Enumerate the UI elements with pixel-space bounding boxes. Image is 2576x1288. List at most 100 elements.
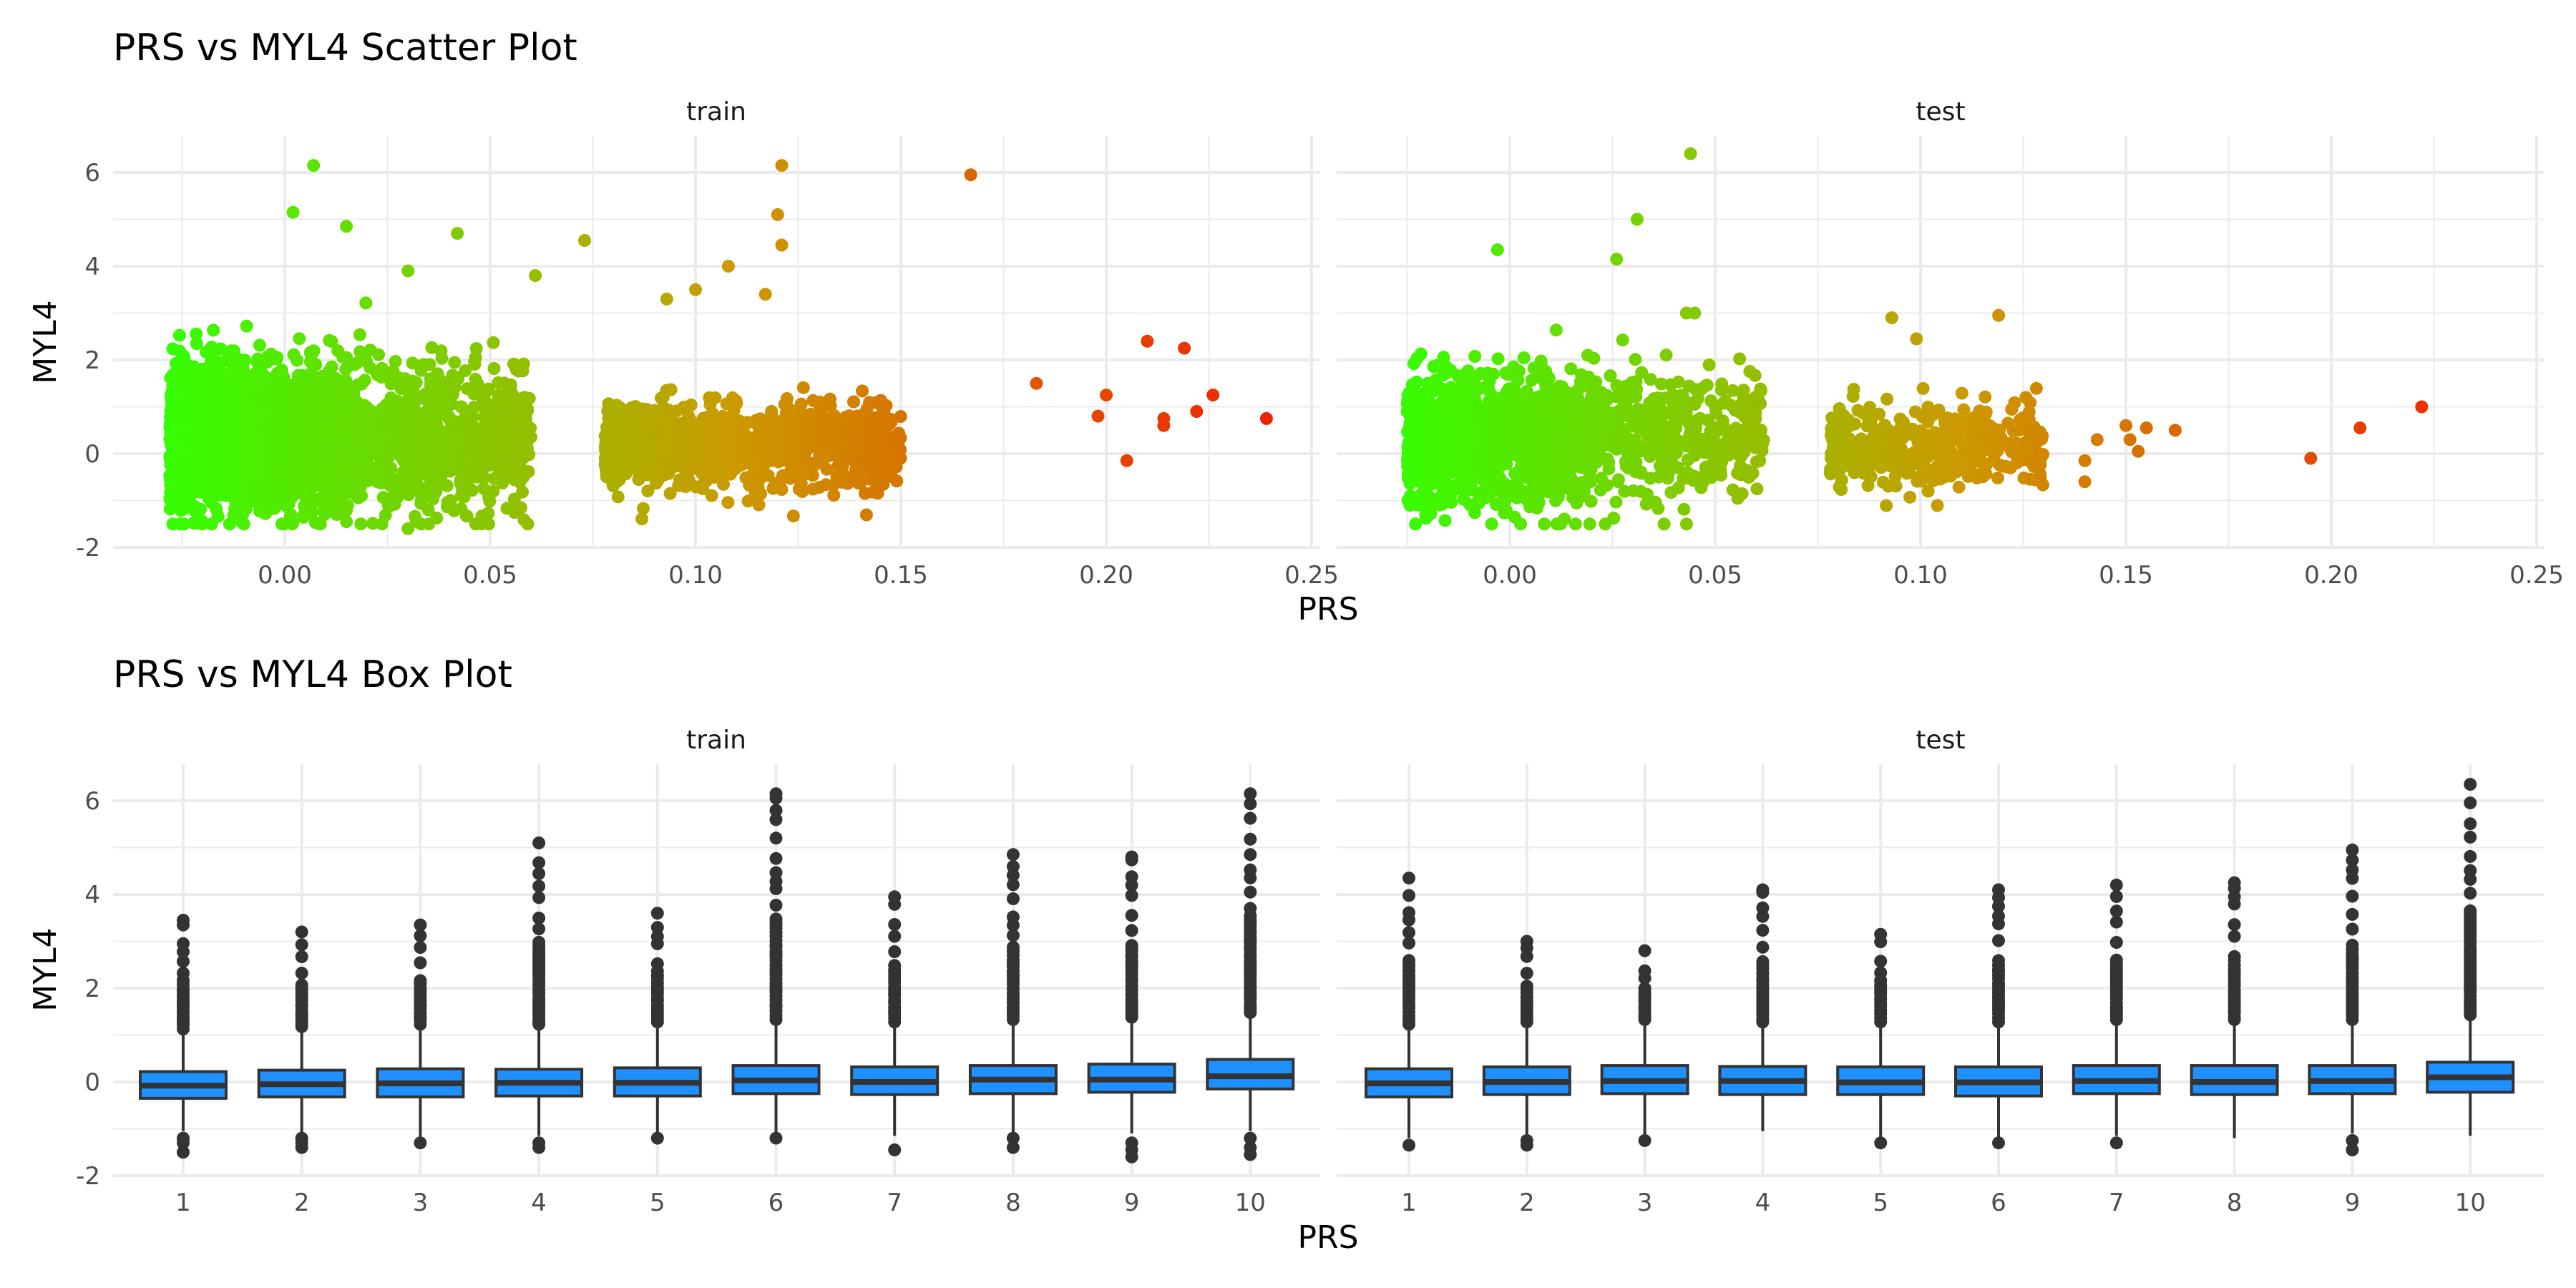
scatter-point xyxy=(482,382,495,396)
scatter-point xyxy=(217,431,230,444)
scatter-point xyxy=(299,422,312,436)
scatter-point xyxy=(468,385,482,399)
scatter-point xyxy=(193,485,207,499)
scatter-point xyxy=(865,421,879,435)
scatter-point xyxy=(847,395,860,409)
scatter-point xyxy=(1549,323,1563,337)
scatter-point xyxy=(409,515,423,528)
scatter-point xyxy=(336,406,350,419)
scatter-point xyxy=(840,422,854,436)
scatter-point xyxy=(648,404,661,417)
scatter-point xyxy=(384,461,397,474)
scatter-point xyxy=(1141,334,1154,348)
scatter-point xyxy=(810,454,824,468)
scatter-point xyxy=(210,396,223,409)
scatter-point xyxy=(786,509,800,523)
scatter-point xyxy=(1583,517,1596,531)
scatter-point xyxy=(524,421,537,435)
scatter-point xyxy=(728,462,742,476)
scatter-point xyxy=(406,356,419,370)
scatter-point xyxy=(1750,482,1764,496)
scatter-point xyxy=(824,399,837,413)
scatter-point xyxy=(692,439,706,453)
scatter-point xyxy=(663,487,677,500)
scatter-point xyxy=(514,501,527,514)
scatter-points xyxy=(1400,147,2429,531)
scatter-point xyxy=(1206,389,1220,402)
scatter-point xyxy=(477,482,490,495)
scatter-point xyxy=(522,465,535,479)
scatter-point xyxy=(843,449,857,463)
scatter-point xyxy=(170,458,183,472)
scatter-point xyxy=(434,407,448,421)
scatter-point xyxy=(313,416,326,429)
scatter-point xyxy=(300,410,313,424)
box-strip-test: test xyxy=(1916,726,1965,755)
scatter-point xyxy=(753,441,766,454)
scatter-point xyxy=(752,498,766,512)
scatter-point xyxy=(794,397,808,411)
scatter-point xyxy=(643,459,657,473)
scatter-point xyxy=(300,494,313,507)
scatter-point xyxy=(745,458,758,472)
scatter-points xyxy=(163,159,1273,535)
scatter-point xyxy=(705,489,718,502)
scatter-point xyxy=(313,492,326,506)
scatter-point xyxy=(776,444,789,458)
scatter-point xyxy=(877,416,891,430)
scatter-point xyxy=(1704,394,1718,408)
scatter-point xyxy=(657,437,670,450)
scatter-point xyxy=(507,389,520,402)
scatter-point xyxy=(431,445,444,459)
scatter-point xyxy=(340,504,353,517)
scatter-point xyxy=(375,361,389,375)
scatter-point xyxy=(866,485,879,499)
scatter-point xyxy=(742,471,756,484)
scatter-point xyxy=(819,478,833,492)
scatter-point xyxy=(293,464,307,477)
scatter-point xyxy=(303,483,316,497)
scatter-point xyxy=(208,465,221,479)
scatter-point xyxy=(703,391,716,404)
scatter-point xyxy=(356,410,370,424)
scatter-point xyxy=(1570,496,1584,509)
scatter-point xyxy=(1702,358,1716,371)
scatter-point xyxy=(669,436,683,449)
scatter-point xyxy=(1120,454,1133,467)
scatter-point xyxy=(683,463,697,477)
scatter-point xyxy=(377,431,390,444)
scatter-point xyxy=(248,431,261,444)
scatter-point xyxy=(401,264,415,278)
scatter-point xyxy=(1733,352,1747,366)
scatter-point xyxy=(318,507,331,521)
scatter-point xyxy=(516,485,530,499)
box-title: PRS vs MYL4 Box Plot xyxy=(113,653,512,696)
scatter-point xyxy=(372,348,386,361)
box-x-axis-title: PRS xyxy=(1297,1219,1358,1256)
scatter-point xyxy=(677,401,691,414)
scatter-point xyxy=(738,432,751,446)
scatter-point xyxy=(309,358,323,371)
scatter-point xyxy=(529,269,542,283)
x-tick-label: 0.10 xyxy=(668,561,723,590)
scatter-point xyxy=(417,358,430,371)
scatter-point xyxy=(205,496,218,509)
scatter-point xyxy=(253,504,267,518)
scatter-point xyxy=(166,517,180,531)
scatter-point xyxy=(258,408,272,421)
scatter-point xyxy=(600,467,613,481)
scatter-point xyxy=(1259,411,1273,425)
scatter-point xyxy=(172,328,186,342)
scatter-point xyxy=(286,205,300,219)
scatter-point xyxy=(453,456,466,469)
scatter-point xyxy=(253,338,266,352)
scatter-point xyxy=(790,429,804,443)
scatter-point xyxy=(894,410,907,423)
scatter-point xyxy=(1679,517,1693,531)
scatter-point xyxy=(629,400,642,414)
scatter-point xyxy=(354,346,368,359)
scatter-point xyxy=(866,448,879,462)
scatter-point xyxy=(771,208,784,221)
scatter-point xyxy=(1611,473,1625,487)
scatter-point xyxy=(273,407,287,421)
